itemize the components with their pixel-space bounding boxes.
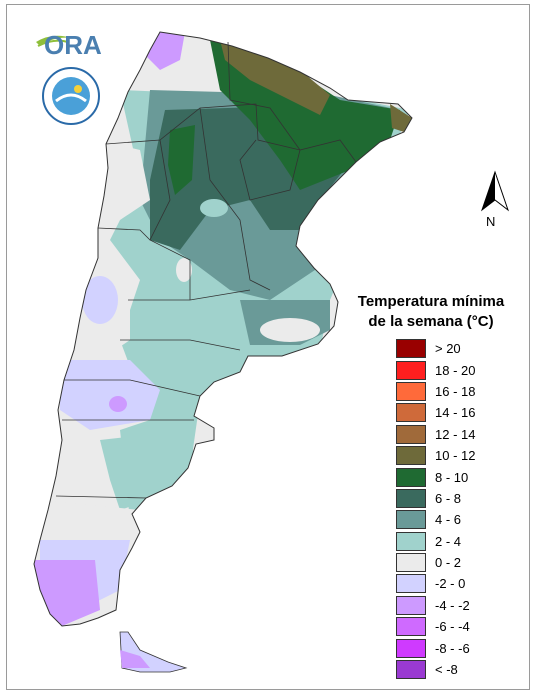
legend-label: 4 - 6 [435,512,462,528]
legend: > 20 18 - 20 16 - 18 14 - 16 12 - 14 10 - 12 8… [396,338,526,680]
legend-swatch [396,553,426,573]
legend-row: -8 - -6 [396,637,526,658]
legend-title: Temperatura mínima de la semana (°C) [336,292,526,332]
legend-row: -4 - -2 [396,595,526,616]
legend-row: -2 - 0 [396,573,526,594]
legend-label: > 20 [435,341,461,357]
legend-swatch [396,510,426,530]
legend-swatch [396,531,426,551]
tierra-del-fuego-south [120,650,150,668]
ora-logo [36,35,72,47]
legend-title-line2: de la semana (°C) [368,313,494,330]
legend-label: 0 - 2 [435,555,462,571]
legend-swatch [396,446,426,466]
legend-row: 16 - 18 [396,381,526,402]
legend-label: 14 - 16 [435,405,476,421]
legend-label: 12 - 14 [435,426,476,442]
legend-row: 4 - 6 [396,509,526,530]
legend-label: < -8 [435,662,458,678]
legend-row: 18 - 20 [396,359,526,380]
legend-swatch [396,360,426,380]
legend-title-line1: Temperatura mínima [357,293,505,310]
legend-label: -2 - 0 [435,576,466,592]
smn-seal [42,67,100,125]
ora-logo-text: ORA [44,30,102,60]
legend-label: -4 - -2 [435,597,470,613]
north-label: N [486,214,496,229]
legend-label: 8 - 10 [435,469,469,485]
legend-label: -8 - -6 [435,640,470,656]
legend-swatch [396,339,426,359]
legend-row: 0 - 2 [396,552,526,573]
legend-swatch [396,638,426,658]
legend-row: 6 - 8 [396,488,526,509]
legend-label: 10 - 12 [435,448,476,464]
legend-label: 2 - 4 [435,533,462,549]
legend-label: 6 - 8 [435,490,462,506]
legend-row: 2 - 4 [396,531,526,552]
legend-row: 12 - 14 [396,424,526,445]
legend-row: < -8 [396,659,526,680]
legend-swatch [396,381,426,401]
legend-label: 16 - 18 [435,383,476,399]
province-borders [55,41,357,499]
legend-row: 10 - 12 [396,445,526,466]
legend-swatch [396,403,426,423]
legend-label: -6 - -4 [435,619,470,635]
legend-row: 8 - 10 [396,466,526,487]
legend-swatch [396,488,426,508]
legend-row: -6 - -4 [396,616,526,637]
legend-swatch [396,617,426,637]
legend-swatch [396,595,426,615]
north-arrow-icon [480,170,510,212]
legend-swatch [396,660,426,680]
legend-label: 18 - 20 [435,362,476,378]
legend-row: > 20 [396,338,526,359]
legend-swatch [396,467,426,487]
legend-row: 14 - 16 [396,402,526,423]
argentina-outline [33,31,413,627]
legend-swatch [396,424,426,444]
legend-swatch [396,574,426,594]
